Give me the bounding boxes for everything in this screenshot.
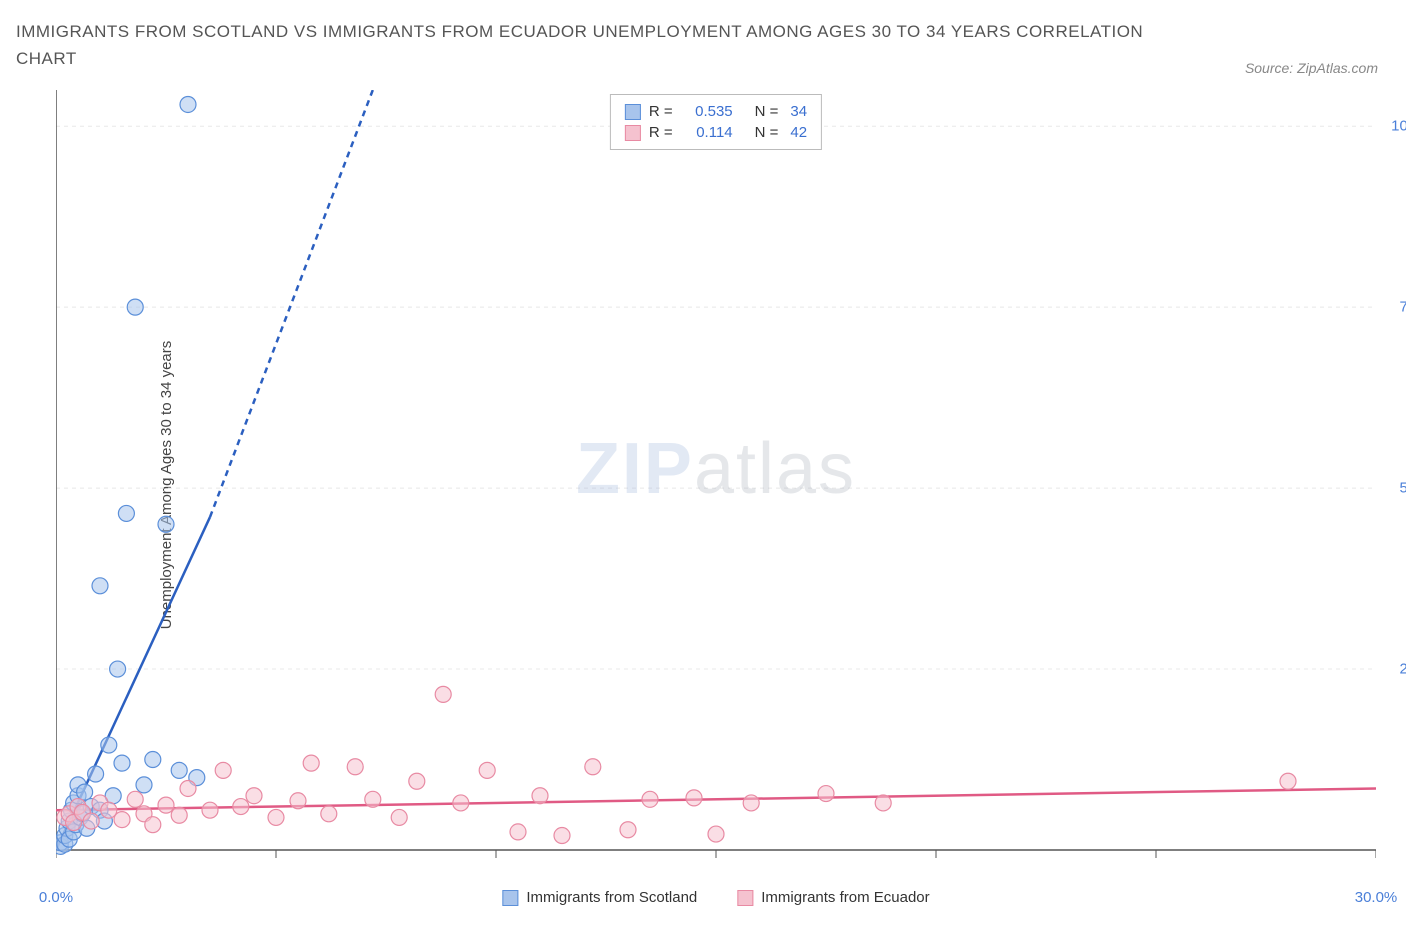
legend-swatch (502, 890, 518, 906)
legend-r-label: R = (649, 103, 673, 120)
data-point (875, 795, 891, 811)
data-point (510, 824, 526, 840)
data-point (127, 791, 143, 807)
data-point (110, 661, 126, 677)
data-point (118, 505, 134, 521)
data-point (158, 516, 174, 532)
legend-row: R = 0.535 N = 34 (625, 101, 807, 122)
data-point (114, 755, 130, 771)
series-legend-item: Immigrants from Ecuador (737, 889, 929, 906)
data-point (92, 578, 108, 594)
data-point (290, 793, 306, 809)
data-point (303, 755, 319, 771)
data-point (554, 828, 570, 844)
legend-swatch (625, 125, 641, 141)
data-point (83, 813, 99, 829)
data-point (215, 762, 231, 778)
data-point (818, 786, 834, 802)
data-point (202, 802, 218, 818)
series-name: Immigrants from Scotland (526, 889, 697, 906)
y-tick-label: 50.0% (1399, 480, 1406, 497)
y-tick-label: 25.0% (1399, 661, 1406, 678)
data-point (391, 809, 407, 825)
legend-n-label: N = (755, 103, 779, 120)
data-point (642, 791, 658, 807)
chart-title: IMMIGRANTS FROM SCOTLAND VS IMMIGRANTS F… (16, 18, 1166, 72)
data-point (435, 686, 451, 702)
legend-swatch (625, 104, 641, 120)
data-point (127, 299, 143, 315)
data-point (585, 759, 601, 775)
data-point (479, 762, 495, 778)
data-point (321, 806, 337, 822)
data-point (101, 737, 117, 753)
series-name: Immigrants from Ecuador (761, 889, 929, 906)
correlation-legend: R = 0.535 N = 34 R = 0.114 N = 42 (610, 94, 822, 150)
data-point (453, 795, 469, 811)
data-point (246, 788, 262, 804)
x-tick-label: 0.0% (39, 889, 73, 906)
data-point (409, 773, 425, 789)
series-legend: Immigrants from Scotland Immigrants from … (502, 889, 929, 906)
legend-r-label: R = (649, 124, 673, 141)
y-tick-label: 100.0% (1391, 118, 1406, 135)
legend-r-value: 0.535 (685, 103, 733, 120)
series-legend-item: Immigrants from Scotland (502, 889, 697, 906)
data-point (686, 790, 702, 806)
data-point (114, 812, 130, 828)
data-point (180, 96, 196, 112)
data-point (365, 791, 381, 807)
data-point (171, 762, 187, 778)
legend-n-value: 34 (790, 103, 807, 120)
data-point (158, 797, 174, 813)
x-tick-label: 30.0% (1355, 889, 1398, 906)
source-attribution: Source: ZipAtlas.com (1245, 60, 1378, 76)
data-point (620, 822, 636, 838)
data-point (268, 809, 284, 825)
data-point (347, 759, 363, 775)
data-point (145, 817, 161, 833)
legend-n-label: N = (755, 124, 779, 141)
data-point (233, 799, 249, 815)
data-point (88, 766, 104, 782)
data-point (743, 795, 759, 811)
data-point (77, 784, 93, 800)
legend-row: R = 0.114 N = 42 (625, 122, 807, 143)
legend-r-value: 0.114 (685, 124, 733, 141)
data-point (180, 780, 196, 796)
legend-n-value: 42 (790, 124, 807, 141)
legend-swatch (737, 890, 753, 906)
chart-area: Unemployment Among Ages 30 to 34 years Z… (56, 90, 1376, 880)
data-point (532, 788, 548, 804)
y-tick-label: 75.0% (1399, 299, 1406, 316)
scatter-plot (56, 90, 1376, 880)
data-point (1280, 773, 1296, 789)
data-point (145, 752, 161, 768)
data-point (171, 807, 187, 823)
data-point (136, 777, 152, 793)
data-point (708, 826, 724, 842)
